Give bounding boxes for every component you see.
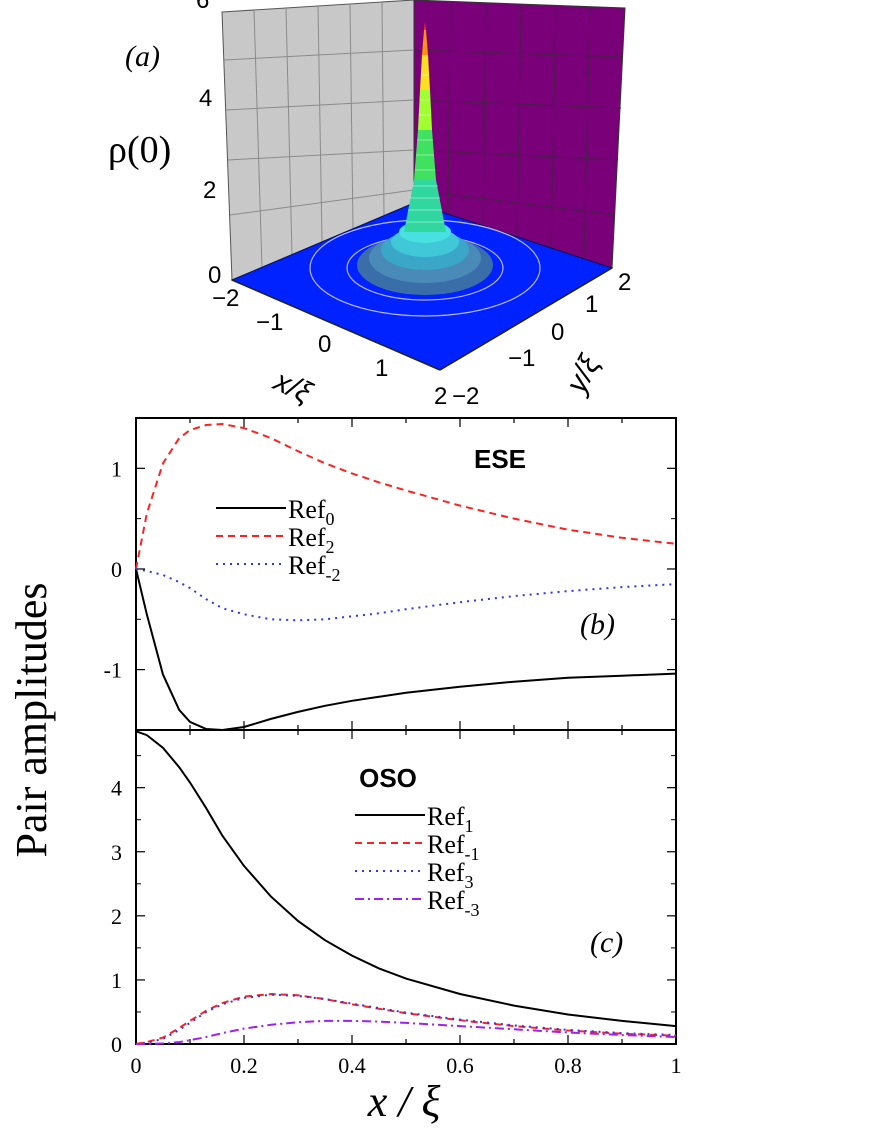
legend-label-ref1: Ref1 bbox=[427, 802, 474, 836]
y-tick-label: 0 bbox=[111, 557, 122, 582]
legend-label-ref3: Ref3 bbox=[427, 858, 474, 892]
left-wall-grid bbox=[223, 1, 415, 269]
legend-label-ref0: Ref0 bbox=[288, 495, 335, 529]
series-line-ref0 bbox=[135, 568, 677, 732]
series-line-ref-1 bbox=[135, 992, 677, 1045]
y-tick: 2 bbox=[618, 269, 631, 296]
x-tick: −2 bbox=[212, 285, 239, 312]
legend-label-ref-1: Ref-1 bbox=[427, 830, 480, 864]
panel-a-x-ticks: −2 −1 0 1 2 bbox=[212, 285, 447, 410]
y-tick-label: 1 bbox=[111, 968, 122, 993]
y-tick: −2 bbox=[452, 383, 479, 410]
panel-a-z-ticks: 6 4 2 0 bbox=[196, 0, 221, 289]
x-tick-label: 1 bbox=[671, 1053, 682, 1078]
z-tick: 4 bbox=[199, 85, 212, 112]
x-tick: −1 bbox=[256, 309, 283, 336]
right-wall-grid bbox=[413, 1, 624, 259]
y-tick-label: 2 bbox=[111, 904, 122, 929]
legend-label-ref-3: Ref-3 bbox=[427, 886, 480, 920]
y-axis-label: Pair amplitudes bbox=[7, 583, 56, 858]
y-tick-label: 3 bbox=[111, 840, 122, 865]
x-axis-label: x / ξ bbox=[367, 1077, 441, 1126]
y-tick-label: 0 bbox=[111, 1032, 122, 1057]
z-tick: 6 bbox=[196, 0, 209, 14]
x-tick: 0 bbox=[318, 331, 331, 358]
y-tick-label: -1 bbox=[104, 658, 122, 683]
panel-a-y-ticks: −2 −1 0 1 2 bbox=[452, 269, 631, 410]
x-tick-label: 0 bbox=[131, 1053, 142, 1078]
x-tick-label: 0.4 bbox=[338, 1053, 366, 1078]
surface-peak bbox=[357, 22, 493, 295]
panel-a-surface-plot: (a) ρ(0) 6 4 2 0 −2 −1 0 1 2 −2 −1 0 1 2… bbox=[108, 0, 631, 411]
series-line-ref-3 bbox=[136, 1019, 677, 1045]
panel-label: (b) bbox=[580, 608, 615, 641]
x-tick: 2 bbox=[434, 383, 447, 410]
y-tick: 1 bbox=[585, 291, 598, 318]
panel-a-z-label: ρ(0) bbox=[108, 129, 171, 171]
plot-frame bbox=[135, 417, 677, 731]
panel-label: (c) bbox=[590, 926, 623, 959]
x-tick: 1 bbox=[375, 355, 388, 382]
y-tick: −1 bbox=[508, 345, 535, 372]
panel-a-x-label: x/ξ bbox=[267, 364, 318, 411]
x-tick-label: 0.6 bbox=[446, 1053, 474, 1078]
x-tick-label: 0.2 bbox=[230, 1053, 258, 1078]
panel-a-label: (a) bbox=[125, 40, 160, 73]
y-tick-label: 4 bbox=[111, 776, 122, 801]
panel-a-y-label: y/ξ bbox=[559, 349, 607, 400]
x-tick-label: 0.8 bbox=[554, 1053, 582, 1078]
z-tick: 2 bbox=[203, 177, 216, 204]
z-tick: 0 bbox=[208, 262, 221, 289]
panel-title: OSO bbox=[359, 763, 417, 793]
series-line-ref1 bbox=[135, 730, 677, 1028]
series-line-ref2 bbox=[135, 422, 677, 570]
y-tick: 0 bbox=[551, 319, 564, 346]
panel-title: ESE bbox=[474, 444, 526, 474]
legend-label-ref2: Ref2 bbox=[288, 523, 335, 557]
legend-label-ref-2: Ref-2 bbox=[288, 551, 341, 585]
series-line-ref3 bbox=[135, 993, 677, 1045]
y-tick-label: 1 bbox=[111, 456, 122, 481]
